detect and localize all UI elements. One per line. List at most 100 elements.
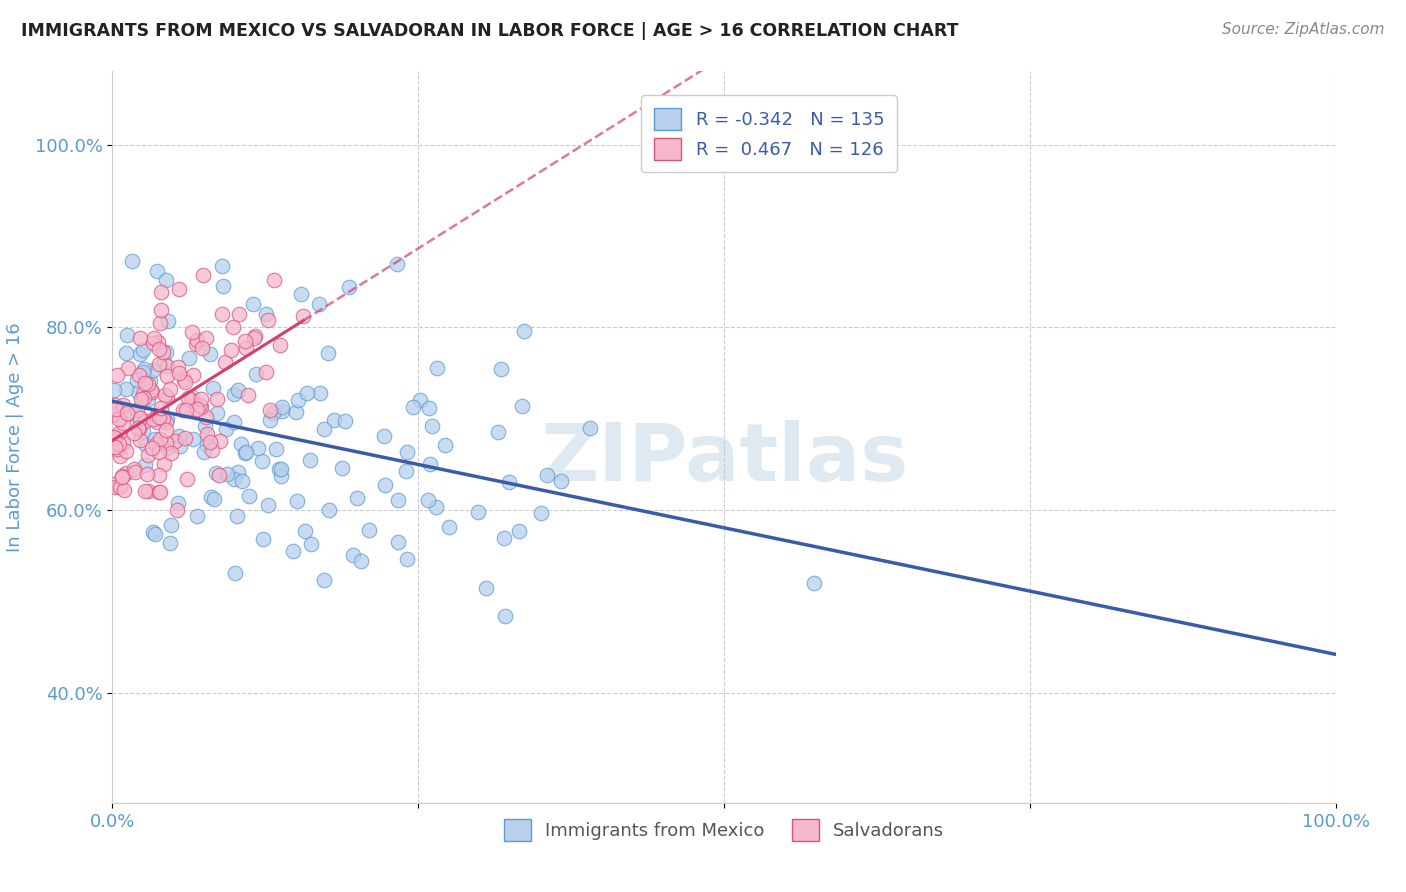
Point xyxy=(124,465,146,479)
Point xyxy=(190,401,212,415)
Point xyxy=(169,439,191,453)
Point xyxy=(129,410,152,425)
Point xyxy=(146,264,169,278)
Point xyxy=(128,368,150,383)
Point xyxy=(489,362,512,376)
Point xyxy=(419,457,441,471)
Point xyxy=(198,347,221,361)
Point xyxy=(510,399,533,413)
Point xyxy=(396,552,419,566)
Point xyxy=(103,430,125,444)
Text: ZIPatlas: ZIPatlas xyxy=(540,420,908,498)
Point xyxy=(143,527,166,541)
Point xyxy=(271,400,294,414)
Point xyxy=(208,434,231,448)
Point xyxy=(508,524,530,538)
Point xyxy=(148,410,170,425)
Point xyxy=(149,316,172,330)
Point xyxy=(281,543,304,558)
Point xyxy=(263,273,285,287)
Point xyxy=(132,343,155,357)
Point xyxy=(117,361,139,376)
Point xyxy=(167,366,190,380)
Point xyxy=(135,437,157,451)
Point xyxy=(221,320,243,334)
Point xyxy=(112,398,135,412)
Point xyxy=(111,416,134,430)
Point xyxy=(226,383,249,397)
Point xyxy=(233,334,256,349)
Point xyxy=(267,462,290,476)
Point xyxy=(242,297,264,311)
Point xyxy=(125,403,148,417)
Point xyxy=(160,518,183,533)
Point xyxy=(191,341,214,355)
Point xyxy=(152,412,174,426)
Point xyxy=(259,402,281,417)
Point xyxy=(193,445,215,459)
Point xyxy=(270,469,292,483)
Point xyxy=(287,393,309,408)
Point xyxy=(148,485,170,500)
Point xyxy=(159,446,181,460)
Point xyxy=(252,533,274,547)
Point xyxy=(323,413,346,427)
Point xyxy=(299,537,322,551)
Point xyxy=(157,314,180,328)
Point xyxy=(385,257,408,271)
Legend: Immigrants from Mexico, Salvadorans: Immigrants from Mexico, Salvadorans xyxy=(496,812,952,848)
Point xyxy=(148,445,170,459)
Point xyxy=(194,418,217,433)
Point xyxy=(195,426,218,441)
Point xyxy=(103,476,125,491)
Point xyxy=(224,566,246,581)
Point xyxy=(104,441,127,455)
Point xyxy=(215,421,238,435)
Point xyxy=(127,421,149,435)
Point xyxy=(132,387,155,401)
Point xyxy=(145,432,167,446)
Point xyxy=(294,524,316,539)
Point xyxy=(266,442,288,457)
Point xyxy=(425,500,447,514)
Point xyxy=(387,534,409,549)
Point xyxy=(350,554,373,568)
Point xyxy=(134,376,156,391)
Point xyxy=(150,285,173,300)
Point xyxy=(131,365,153,379)
Point xyxy=(155,388,177,402)
Point xyxy=(145,437,167,451)
Point xyxy=(134,414,156,428)
Point xyxy=(141,441,163,455)
Point xyxy=(122,462,145,476)
Point xyxy=(156,412,179,426)
Point xyxy=(153,457,176,471)
Point xyxy=(141,335,163,350)
Point xyxy=(159,382,181,396)
Point xyxy=(104,398,127,412)
Point xyxy=(200,491,222,505)
Point xyxy=(475,581,498,595)
Point xyxy=(149,484,172,499)
Point xyxy=(136,376,159,391)
Point xyxy=(172,402,194,417)
Point xyxy=(105,442,128,456)
Point xyxy=(132,424,155,438)
Point xyxy=(211,307,233,321)
Point xyxy=(141,385,163,400)
Text: IMMIGRANTS FROM MEXICO VS SALVADORAN IN LABOR FORCE | AGE > 16 CORRELATION CHART: IMMIGRANTS FROM MEXICO VS SALVADORAN IN … xyxy=(21,22,959,40)
Point xyxy=(174,402,197,417)
Point xyxy=(221,343,243,358)
Point xyxy=(155,423,177,437)
Point xyxy=(156,441,179,455)
Point xyxy=(418,492,440,507)
Point xyxy=(337,280,360,294)
Point xyxy=(188,398,211,412)
Point xyxy=(335,414,357,428)
Point xyxy=(292,309,315,323)
Point xyxy=(166,503,188,517)
Point xyxy=(110,480,132,494)
Point xyxy=(222,471,245,485)
Point xyxy=(186,402,208,417)
Point xyxy=(155,345,177,359)
